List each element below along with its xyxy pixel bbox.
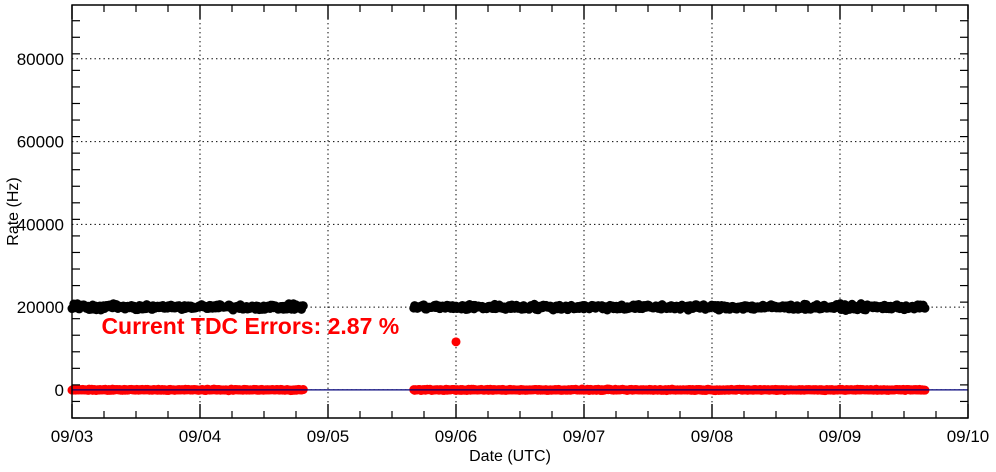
axis-titles: Rate (Hz) Date (UTC) xyxy=(5,177,551,465)
outlier-point xyxy=(451,337,461,347)
y-axis-tick-label: 20000 xyxy=(17,298,64,317)
axis-frame xyxy=(71,4,969,419)
x-axis-tick-label: 09/03 xyxy=(51,427,94,446)
x-axis-tick-label: 09/04 xyxy=(179,427,222,446)
axis-tick-labels: 0 20000 40000 60000 80000 09/03 09/04 09/05 09/0… xyxy=(17,50,990,446)
x-axis-tick-label: 09/08 xyxy=(691,427,734,446)
x-axis-tick-label: 09/07 xyxy=(563,427,606,446)
x-axis-tick-label: 09/06 xyxy=(435,427,478,446)
plot-frame xyxy=(71,4,969,419)
y-axis-title: Rate (Hz) xyxy=(5,177,22,245)
tdc-error-annotation: Current TDC Errors: 2.87 % xyxy=(101,313,399,339)
y-axis-tick-label: 60000 xyxy=(17,133,64,152)
gridlines xyxy=(72,5,968,418)
annotations-layer: Current TDC Errors: 2.87 % xyxy=(101,313,399,339)
x-axis-tick-label: 09/09 xyxy=(819,427,862,446)
x-axis-title: Date (UTC) xyxy=(469,448,551,465)
y-axis-tick-label: 40000 xyxy=(17,215,64,234)
y-axis-tick-label: 80000 xyxy=(17,50,64,69)
data-point xyxy=(920,303,930,313)
axis-ticks xyxy=(71,5,969,419)
x-axis-tick-label: 09/05 xyxy=(307,427,350,446)
data-layer xyxy=(67,299,968,396)
y-axis-tick-label: 0 xyxy=(55,381,64,400)
series-tdc-errors xyxy=(67,337,930,396)
data-point xyxy=(298,301,308,311)
series-rate xyxy=(67,299,930,315)
x-axis-tick-label: 09/10 xyxy=(947,427,990,446)
